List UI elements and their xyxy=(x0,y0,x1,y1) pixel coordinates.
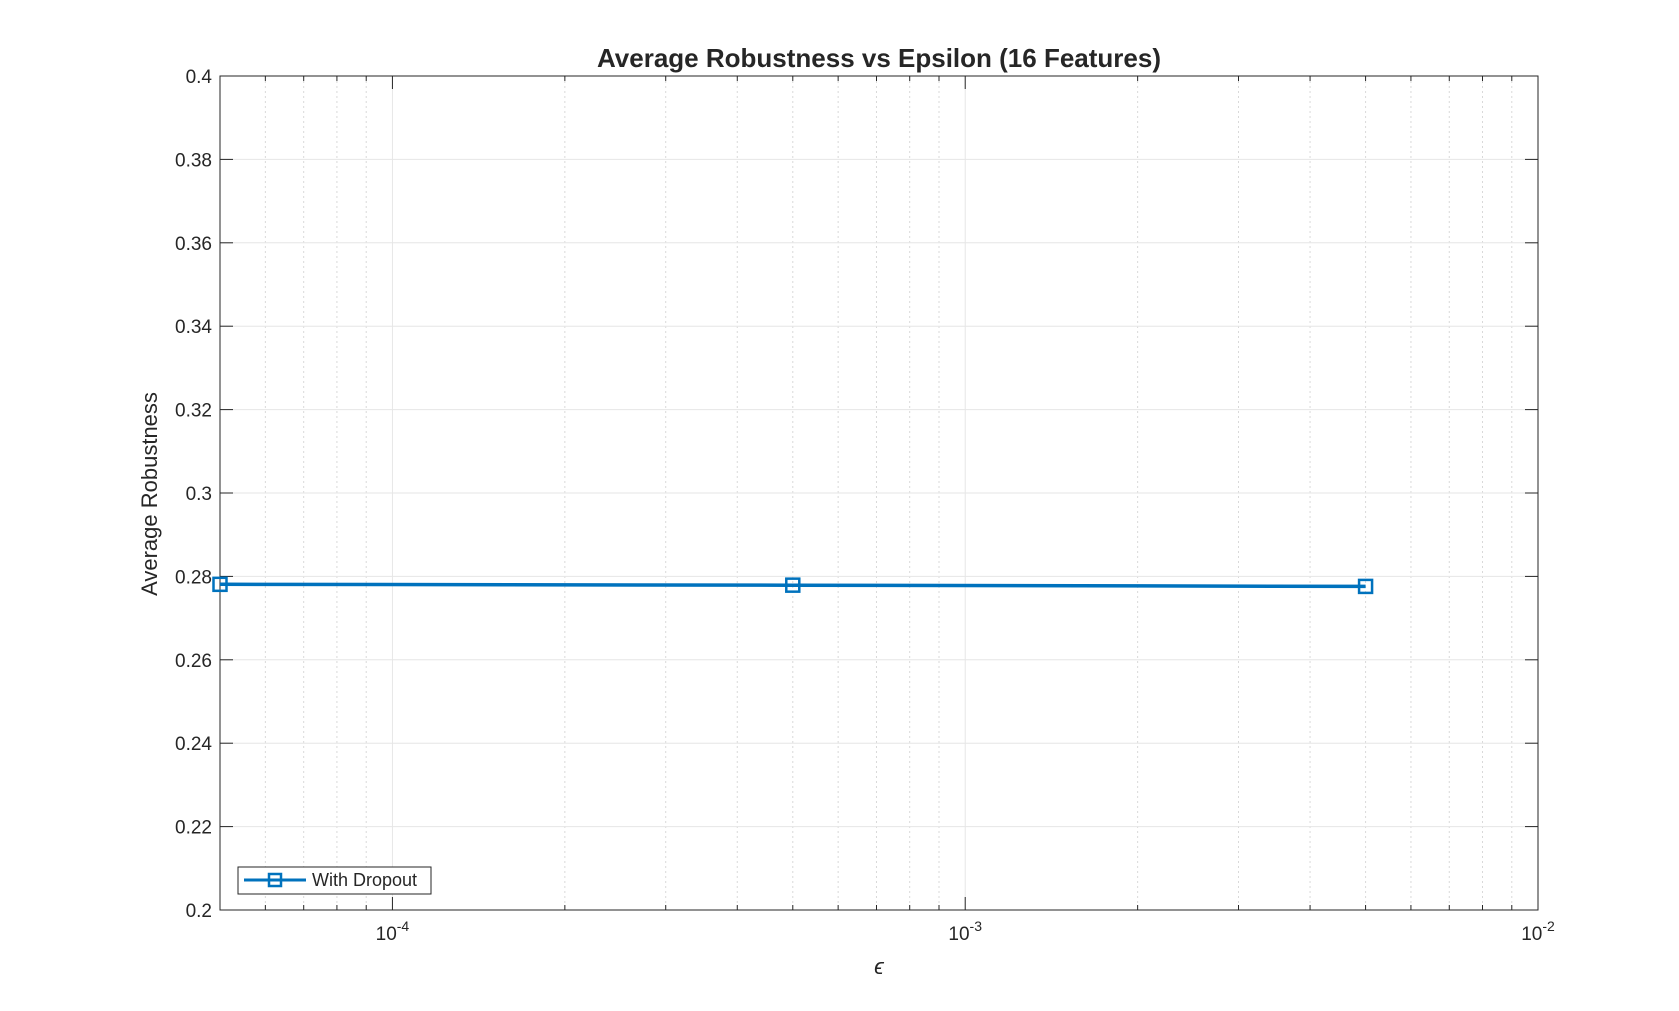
x-tick-label: 10-4 xyxy=(376,918,410,945)
x-axis-label: ϵ xyxy=(874,954,885,979)
axis-ticks xyxy=(219,75,1539,911)
x-axis-tick-labels: 10-4 10-3 10-2 xyxy=(376,918,1555,945)
y-axis-label: Average Robustness xyxy=(137,392,162,596)
y-tick-label: 0.4 xyxy=(186,67,213,88)
y-tick-label: 0.2 xyxy=(186,901,212,922)
series-layer xyxy=(212,576,1374,595)
data-point-marker xyxy=(1357,578,1374,595)
chart-title: Average Robustness vs Epsilon (16 Featur… xyxy=(597,43,1161,73)
data-point-marker xyxy=(785,577,801,593)
y-tick-label: 0.26 xyxy=(175,651,212,672)
y-tick-label: 0.32 xyxy=(175,401,212,422)
x-tick-label: 10-2 xyxy=(1521,918,1555,945)
y-tick-label: 0.38 xyxy=(175,150,212,171)
series-line xyxy=(219,582,1366,589)
y-tick-label: 0.36 xyxy=(175,234,212,255)
y-tick-label: 0.28 xyxy=(175,567,212,588)
y-axis-tick-labels: 0.2 0.22 0.24 0.26 0.28 0.3 0.32 0.34 0.36 0.38 0.… xyxy=(175,67,212,922)
y-tick-label: 0.22 xyxy=(175,818,212,839)
y-tick-label: 0.24 xyxy=(175,734,212,755)
legend: With Dropout xyxy=(237,866,432,895)
y-tick-label: 0.34 xyxy=(175,317,212,338)
legend-square-marker xyxy=(267,872,283,888)
x-tick-label: 10-3 xyxy=(948,918,982,945)
legend-label: With Dropout xyxy=(312,870,417,890)
data-point-marker xyxy=(212,576,228,593)
y-tick-label: 0.3 xyxy=(186,484,212,505)
